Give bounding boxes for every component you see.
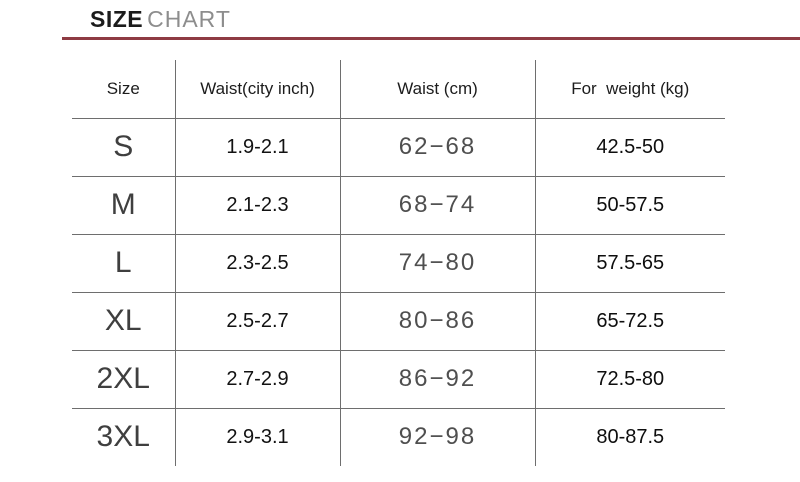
table-row: 2XL 2.7-2.9 86−92 72.5-80: [72, 350, 725, 409]
waist-cm-cell: 92−98: [340, 408, 536, 466]
waist-inch-cell: 2.1-2.3: [175, 176, 341, 235]
table-header-row: Size Waist(city inch) Waist (cm) For wei…: [72, 60, 725, 119]
size-table: Size Waist(city inch) Waist (cm) For wei…: [72, 60, 725, 466]
weight-kg-cell: 65-72.5: [535, 292, 725, 351]
table-row: XL 2.5-2.7 80−86 65-72.5: [72, 292, 725, 351]
waist-inch-cell: 1.9-2.1: [175, 118, 341, 177]
table-row: M 2.1-2.3 68−74 50-57.5: [72, 176, 725, 235]
weight-kg-cell: 57.5-65: [535, 234, 725, 293]
size-cell: XL: [72, 292, 176, 351]
size-cell: 2XL: [72, 350, 176, 409]
column-header-waist-cm: Waist (cm): [340, 60, 536, 119]
waist-inch-cell: 2.5-2.7: [175, 292, 341, 351]
size-table-body: S 1.9-2.1 62−68 42.5-50 M 2.1-2.3 68−74 50-57.5…: [72, 118, 725, 466]
waist-inch-cell: 2.7-2.9: [175, 350, 341, 409]
column-header-size: Size: [72, 60, 176, 119]
column-header-waist-inch: Waist(city inch): [175, 60, 341, 119]
table-row: L 2.3-2.5 74−80 57.5-65: [72, 234, 725, 293]
waist-cm-cell: 74−80: [340, 234, 536, 293]
page-title: SIZE CHART: [90, 6, 231, 33]
weight-kg-cell: 80-87.5: [596, 425, 665, 448]
waist-inch-cell: 2.3-2.5: [175, 234, 341, 293]
title-underline: [62, 37, 800, 40]
table-row: S 1.9-2.1 62−68 42.5-50: [72, 118, 725, 177]
waist-cm-cell: 62−68: [340, 118, 536, 177]
column-header-weight-kg: For weight (kg): [535, 60, 725, 119]
weight-kg-cell: 50-57.5: [535, 176, 725, 235]
size-cell: L: [72, 234, 176, 293]
waist-inch-cell: 2.9-3.1: [175, 408, 341, 466]
weight-kg-cell: 72.5-80: [535, 350, 725, 409]
waist-cm-cell: 68−74: [340, 176, 536, 235]
size-cell: M: [72, 176, 176, 235]
size-cell: S: [72, 118, 176, 177]
title-primary: SIZE: [90, 6, 144, 32]
waist-cm-cell: 80−86: [340, 292, 536, 351]
table-row: 3XL 2.9-3.1 92−98 80-87.5: [72, 408, 725, 466]
weight-kg-cell: 42.5-50: [535, 118, 725, 177]
title-secondary: CHART: [147, 6, 231, 32]
size-cell: 3XL: [72, 408, 176, 466]
waist-cm-cell: 86−92: [340, 350, 536, 409]
